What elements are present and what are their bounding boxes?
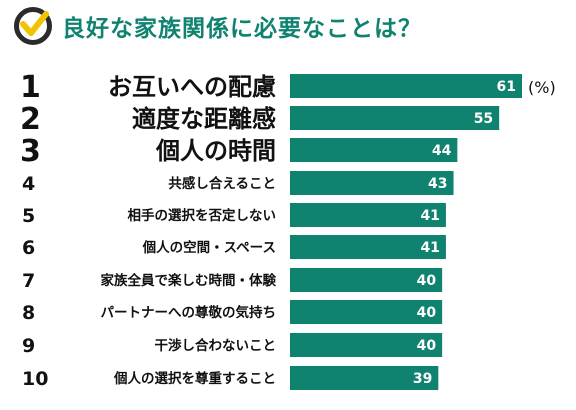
- rank-2: 2: [20, 102, 41, 137]
- rank-7: 7: [22, 270, 35, 292]
- rank-5: 5: [22, 205, 35, 227]
- bar-value-9: 40: [417, 338, 437, 354]
- rank-10: 10: [22, 368, 48, 390]
- bar-value-8: 40: [417, 305, 437, 321]
- category-label-8: パートナーへの尊敬の気持ち: [101, 304, 277, 321]
- check-circle-ring: [14, 7, 52, 45]
- bar-2: [290, 106, 500, 130]
- bar-5: [290, 203, 446, 227]
- category-label-6: 個人の空間・スペース: [142, 239, 276, 256]
- bar-10: [290, 366, 439, 390]
- bar-6: [290, 235, 446, 259]
- bar-4: [290, 171, 454, 195]
- category-label-4: 共感し合えること: [168, 175, 276, 192]
- category-label-10: 個人の選択を尊重すること: [113, 370, 276, 387]
- bar-value-4: 43: [428, 176, 447, 192]
- category-label-5: 相手の選択を否定しない: [128, 207, 277, 224]
- header: 良好な家族関係に必要なことは？: [0, 0, 576, 52]
- bar-1: [290, 74, 522, 98]
- page-title: 良好な家族関係に必要なことは？: [62, 16, 422, 42]
- check-mark: [20, 11, 49, 36]
- category-label-3: 個人の時間: [155, 137, 276, 165]
- bar-value-5: 41: [420, 208, 439, 224]
- bar-7: [290, 268, 443, 292]
- rank-3: 3: [20, 134, 41, 169]
- bar-value-3: 44: [432, 143, 452, 159]
- bar-value-6: 41: [420, 240, 439, 256]
- rank-1: 1: [20, 70, 41, 105]
- bar-value-7: 40: [417, 273, 437, 289]
- bar-value-10: 39: [413, 371, 432, 387]
- category-label-7: 家族全員で楽しむ時間・体験: [101, 272, 277, 289]
- category-label-9: 干渉し合わないこと: [155, 337, 277, 354]
- rank-9: 9: [22, 335, 35, 357]
- category-label-2: 適度な距離感: [132, 105, 276, 133]
- bar-value-2: 55: [474, 111, 493, 127]
- category-label-1: お互いへの配慮: [108, 73, 276, 101]
- unit-label: (%): [528, 78, 556, 97]
- rank-4: 4: [22, 173, 35, 195]
- rank-8: 8: [22, 302, 35, 324]
- rank-6: 6: [22, 237, 35, 259]
- bar-8: [290, 300, 443, 324]
- bar-9: [290, 333, 443, 357]
- check-circle-icon: [14, 7, 52, 45]
- bar-3: [290, 138, 458, 162]
- bar-value-1: 61: [497, 79, 516, 95]
